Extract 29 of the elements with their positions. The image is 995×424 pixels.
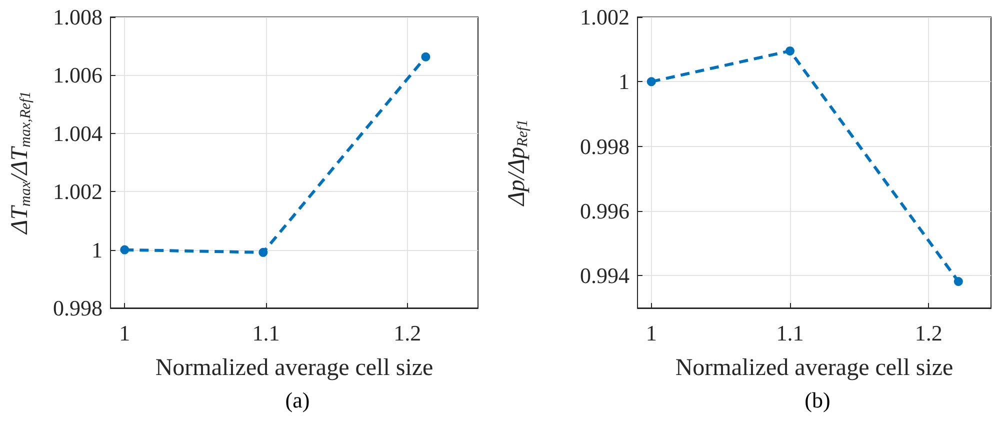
y-tick-label: 0.998 [580,134,630,159]
y-tick-label: 1 [92,237,102,262]
y-tick-label: 1.004 [53,120,102,146]
y-tick-label: 1.006 [53,62,102,88]
y-axis-title: Δp/ΔpRef1 [504,119,531,207]
point [646,77,656,86]
x-tick-label: 1.2 [914,320,942,346]
point [786,46,794,56]
y-tick-label: 0.994 [580,263,630,288]
x-axis-title: Normalized average cell size [675,355,954,381]
x-tick-label: 1.2 [394,320,422,346]
point [120,245,130,254]
y-tick-label: 1.008 [53,4,102,30]
y-tick-label: 0.998 [53,296,102,320]
point [421,52,430,62]
y-tick-label: 1.002 [53,179,102,204]
x-tick-label: 1.1 [776,320,804,346]
point [258,248,268,257]
text: (a) [285,388,310,412]
y-tick-label: 1.002 [580,4,630,30]
point [954,276,963,286]
y-axis-title: ΔTmax/ΔTmax,Ref1 [7,91,34,235]
x-tick-label: 1 [119,320,130,346]
y-tick-label: 0.996 [580,198,630,224]
x-axis-title: Normalized average cell size [155,355,434,381]
x-tick-label: 1 [646,320,657,346]
x-tick-label: 1.1 [252,320,280,346]
text: (b) [804,388,830,412]
y-tick-label: 1 [618,69,630,94]
